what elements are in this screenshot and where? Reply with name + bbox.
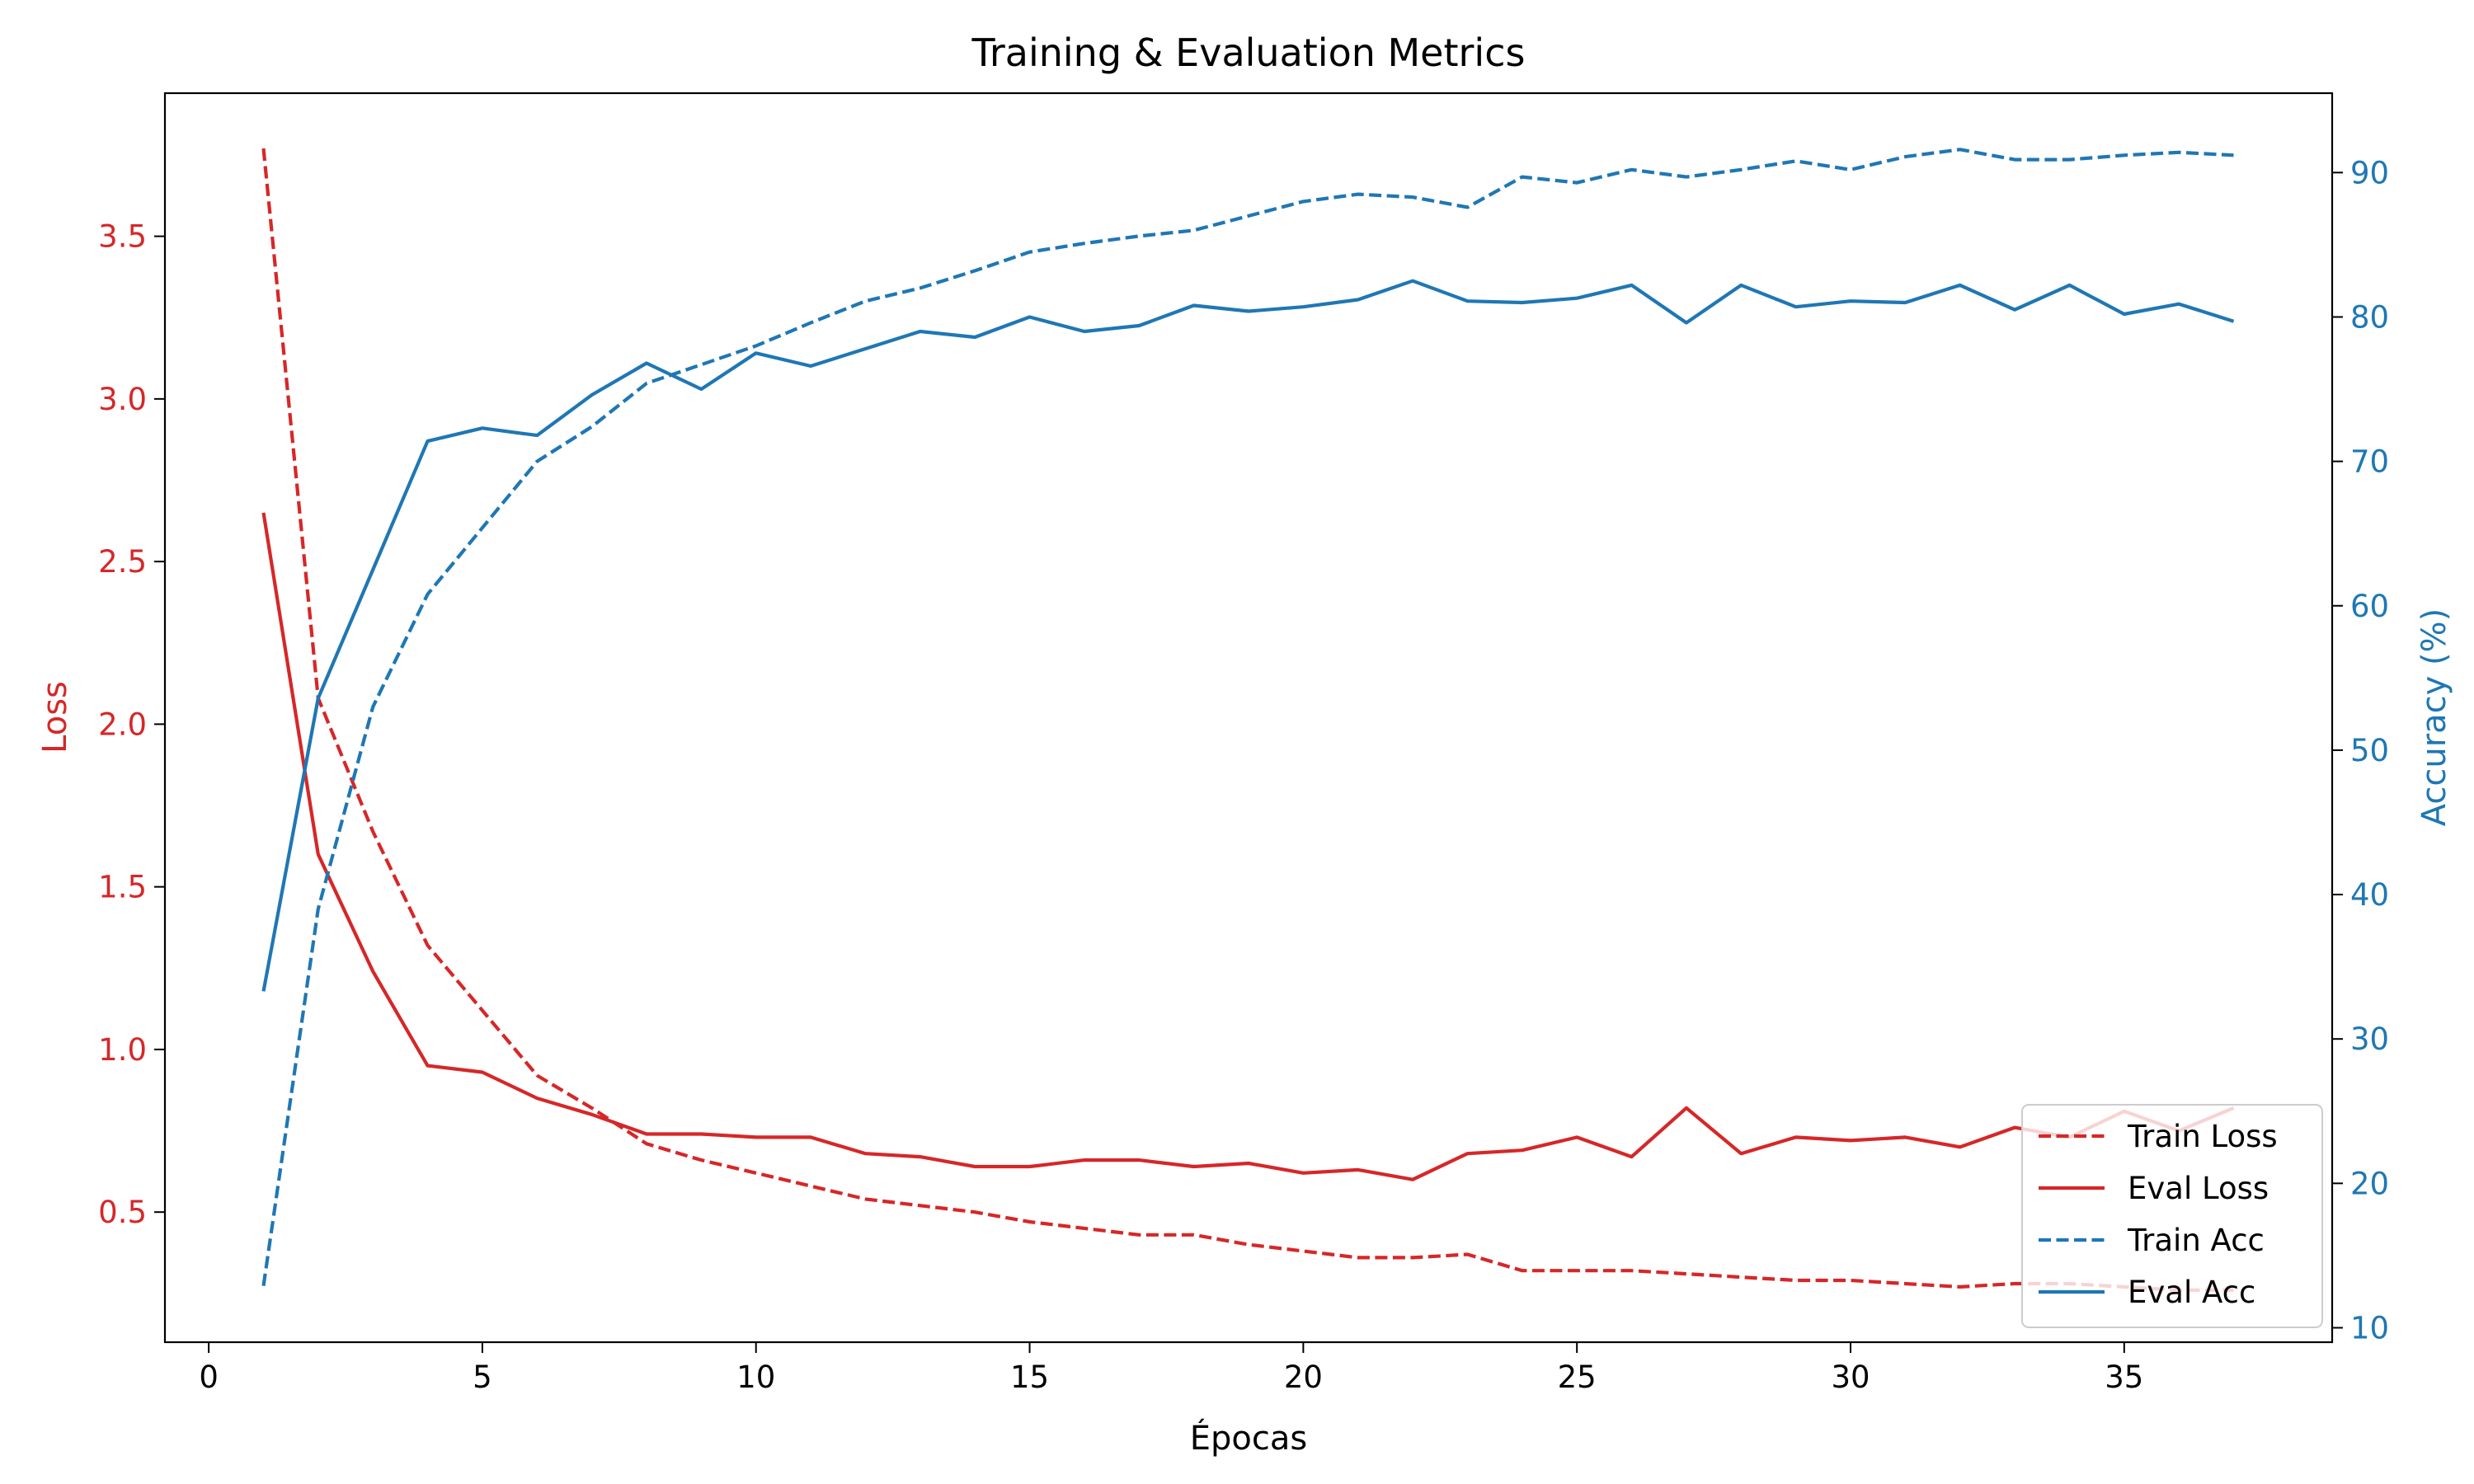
y-tick-label-left: 2.5 <box>98 544 147 580</box>
y-tick-label-right: 60 <box>2350 589 2389 624</box>
legend-label: Eval Loss <box>2128 1171 2269 1206</box>
y-tick-label-right: 80 <box>2350 299 2389 335</box>
legend-label: Eval Acc <box>2128 1275 2255 1310</box>
y-tick-label-right: 10 <box>2350 1310 2389 1345</box>
x-tick-label: 35 <box>2105 1360 2143 1395</box>
series-line-train-acc <box>261 148 2234 1287</box>
x-tick-label: 15 <box>1010 1360 1049 1395</box>
legend-box <box>2021 1104 2323 1328</box>
plot-frame <box>163 92 2334 1344</box>
y-tick-label-left: 1.0 <box>98 1032 147 1068</box>
axes: 0 5 10 15 20 25 30 35 0.5 1.0 1.5 2.0 2.5 3.0 3.5 10 20 3… <box>98 92 2389 1395</box>
series-line-train-loss <box>261 148 2234 1293</box>
x-tick-label: 20 <box>1284 1360 1323 1395</box>
x-axis-label: Épocas <box>1190 1418 1307 1458</box>
legend: Train Loss Eval Loss Train Acc Eval Acc <box>2021 1104 2323 1328</box>
x-tick-label: 5 <box>473 1360 492 1395</box>
series-line-eval-acc <box>261 279 2235 992</box>
y-tick-label-left: 0.5 <box>98 1195 147 1230</box>
y-tick-label-right: 40 <box>2350 877 2389 913</box>
y-tick-label-left: 1.5 <box>98 870 147 905</box>
y-axis-label-right: Accuracy (%) <box>2415 608 2453 827</box>
y-tick-label-left: 3.0 <box>98 382 147 417</box>
y-tick-label-left: 3.5 <box>98 219 147 255</box>
y-tick-label-right: 70 <box>2350 444 2389 480</box>
y-tick-label-right: 90 <box>2350 155 2389 190</box>
plot-area <box>261 148 2235 1293</box>
y-tick-label-left: 2.0 <box>98 707 147 742</box>
x-tick-label: 10 <box>736 1360 775 1395</box>
x-tick-label: 25 <box>1558 1360 1597 1395</box>
series-line-eval-loss <box>261 512 2235 1181</box>
y-tick-label-right: 50 <box>2350 733 2389 768</box>
chart-title: Training & Evaluation Metrics <box>971 31 1526 75</box>
y-tick-label-right: 30 <box>2350 1021 2389 1057</box>
legend-label: Train Loss <box>2127 1119 2278 1154</box>
y-axis-label-left: Loss <box>36 681 74 754</box>
legend-label: Train Acc <box>2127 1223 2265 1258</box>
x-tick-label: 30 <box>1831 1360 1870 1395</box>
y-tick-label-right: 20 <box>2350 1166 2389 1201</box>
x-tick-label: 0 <box>199 1360 219 1395</box>
